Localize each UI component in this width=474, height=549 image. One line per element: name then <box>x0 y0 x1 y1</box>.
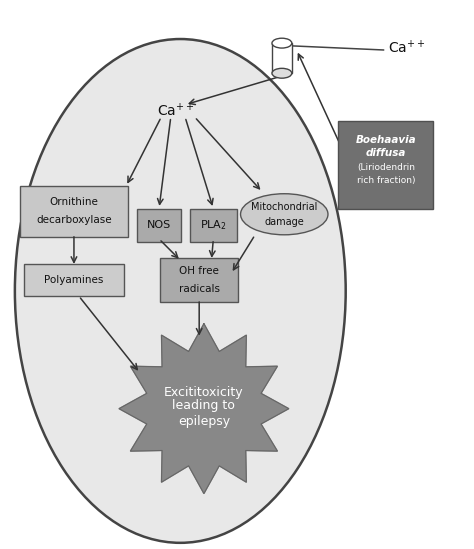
FancyBboxPatch shape <box>190 209 237 242</box>
Ellipse shape <box>15 39 346 543</box>
Ellipse shape <box>272 38 292 48</box>
Text: Polyamines: Polyamines <box>44 275 104 285</box>
Text: epilepsy: epilepsy <box>178 414 230 428</box>
FancyBboxPatch shape <box>338 121 433 209</box>
Text: (Liriodendrin: (Liriodendrin <box>357 163 415 172</box>
FancyBboxPatch shape <box>160 258 238 302</box>
Text: rich fraction): rich fraction) <box>356 176 415 185</box>
Polygon shape <box>119 324 289 494</box>
Text: diffusa: diffusa <box>365 148 406 158</box>
FancyBboxPatch shape <box>137 209 182 242</box>
Text: OH free: OH free <box>179 266 219 276</box>
Text: leading to: leading to <box>173 400 236 412</box>
Text: decarboxylase: decarboxylase <box>36 215 112 225</box>
Text: PLA$_2$: PLA$_2$ <box>200 219 227 232</box>
Text: NOS: NOS <box>147 220 171 230</box>
Text: Boehaavia: Boehaavia <box>356 136 416 145</box>
Ellipse shape <box>272 68 292 78</box>
Text: Ca$^{++}$: Ca$^{++}$ <box>388 38 426 56</box>
Text: Ornithine: Ornithine <box>49 197 99 207</box>
Text: Mitochondrial: Mitochondrial <box>251 201 318 211</box>
Ellipse shape <box>240 194 328 235</box>
Text: damage: damage <box>264 217 304 227</box>
Text: radicals: radicals <box>179 284 219 294</box>
Text: Excititoxicity: Excititoxicity <box>164 386 244 399</box>
FancyBboxPatch shape <box>24 264 124 296</box>
Text: Ca$^{++}$: Ca$^{++}$ <box>157 102 194 119</box>
FancyBboxPatch shape <box>19 186 128 237</box>
Bar <box>272 43 292 73</box>
